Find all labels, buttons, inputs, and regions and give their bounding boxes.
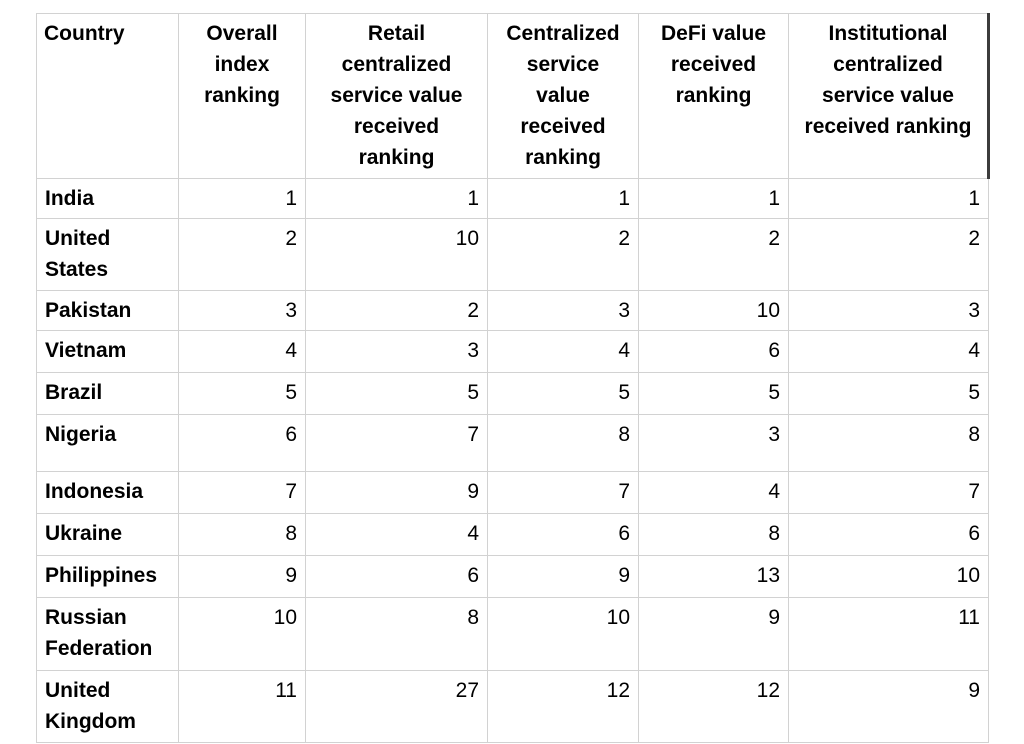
country-cell: Nigeria (36, 414, 179, 473)
rank-cell: 13 (638, 555, 789, 599)
rank-cell: 6 (305, 555, 488, 599)
rank-cell: 9 (178, 555, 306, 599)
rank-cell: 7 (178, 471, 306, 515)
table-row-brazil: Brazil 5 5 5 5 5 (36, 372, 989, 416)
table-row-vietnam: Vietnam 4 3 4 6 4 (36, 330, 989, 374)
rank-cell: 11 (788, 597, 989, 672)
rank-cell: 7 (487, 471, 639, 515)
rank-cell: 6 (178, 414, 306, 473)
rank-cell: 4 (487, 330, 639, 374)
country-rankings-table: Country Overall index ranking Retail cen… (36, 13, 990, 744)
rank-cell: 3 (788, 290, 989, 332)
table-row-nigeria: Nigeria 6 7 8 3 8 (36, 414, 989, 473)
rank-cell: 2 (305, 290, 488, 332)
rank-cell: 10 (788, 555, 989, 599)
country-cell: Vietnam (36, 330, 179, 374)
country-cell: India (36, 177, 179, 220)
table-row-pakistan: Pakistan 3 2 3 10 3 (36, 290, 989, 332)
rank-cell: 5 (788, 372, 989, 416)
rank-cell: 2 (487, 218, 639, 292)
header-centralized-service-value-received-ranking: Centralized service value received ranki… (487, 13, 639, 179)
country-cell: Ukraine (36, 513, 179, 557)
rank-cell: 2 (178, 218, 306, 292)
rank-cell: 3 (178, 290, 306, 332)
table-row-philippines: Philippines 9 6 9 13 10 (36, 555, 989, 599)
rank-cell: 10 (305, 218, 488, 292)
header-defi-value-received-ranking: DeFi value received ranking (638, 13, 789, 179)
table-row-ukraine: Ukraine 8 4 6 8 6 (36, 513, 989, 557)
rank-cell: 4 (305, 513, 488, 557)
rank-cell: 10 (487, 597, 639, 672)
rank-cell: 3 (638, 414, 789, 473)
header-row: Country Overall index ranking Retail cen… (36, 13, 990, 179)
rank-cell: 1 (178, 177, 306, 220)
table-row-indonesia: Indonesia 7 9 7 4 7 (36, 471, 989, 515)
rank-cell: 1 (788, 177, 989, 220)
rank-cell: 10 (178, 597, 306, 672)
rank-cell: 4 (638, 471, 789, 515)
header-country: Country (36, 13, 179, 179)
rank-cell: 9 (305, 471, 488, 515)
rank-cell: 11 (178, 670, 306, 744)
table-row-russian-federation: Russian Federation 10 8 10 9 11 (36, 597, 989, 672)
rank-cell: 8 (788, 414, 989, 473)
table-row-india: India 1 1 1 1 1 (36, 177, 989, 220)
rank-cell: 4 (178, 330, 306, 374)
rank-cell: 1 (305, 177, 488, 220)
country-cell: United States (36, 218, 179, 292)
rankings-table-container: Country Overall index ranking Retail cen… (36, 13, 990, 744)
rank-cell: 3 (487, 290, 639, 332)
rank-cell: 9 (788, 670, 989, 744)
country-cell: United Kingdom (36, 670, 179, 744)
rank-cell: 4 (788, 330, 989, 374)
country-cell: Philippines (36, 555, 179, 599)
header-overall-index-ranking: Overall index ranking (178, 13, 306, 179)
header-retail-centralized-service-value-received-ranking: Retail centralized service value receive… (305, 13, 488, 179)
rank-cell: 8 (487, 414, 639, 473)
country-cell: Indonesia (36, 471, 179, 515)
rank-cell: 9 (638, 597, 789, 672)
rank-cell: 9 (487, 555, 639, 599)
rank-cell: 27 (305, 670, 488, 744)
rank-cell: 5 (178, 372, 306, 416)
rank-cell: 12 (638, 670, 789, 744)
rank-cell: 12 (487, 670, 639, 744)
rank-cell: 6 (487, 513, 639, 557)
rank-cell: 7 (305, 414, 488, 473)
rank-cell: 1 (487, 177, 639, 220)
rank-cell: 2 (788, 218, 989, 292)
rank-cell: 5 (487, 372, 639, 416)
rank-cell: 6 (788, 513, 989, 557)
table-row-united-states: United States 2 10 2 2 2 (36, 218, 989, 292)
rank-cell: 8 (638, 513, 789, 557)
rank-cell: 8 (305, 597, 488, 672)
table-row-united-kingdom: United Kingdom 11 27 12 12 9 (36, 670, 989, 744)
rank-cell: 3 (305, 330, 488, 374)
header-institutional-centralized-service-value-received-ranking: Institutional centralized service value … (788, 13, 990, 179)
rank-cell: 8 (178, 513, 306, 557)
country-cell: Brazil (36, 372, 179, 416)
country-cell: Pakistan (36, 290, 179, 332)
rank-cell: 1 (638, 177, 789, 220)
rank-cell: 10 (638, 290, 789, 332)
country-cell: Russian Federation (36, 597, 179, 672)
rank-cell: 6 (638, 330, 789, 374)
rank-cell: 5 (638, 372, 789, 416)
rank-cell: 7 (788, 471, 989, 515)
rank-cell: 5 (305, 372, 488, 416)
rank-cell: 2 (638, 218, 789, 292)
